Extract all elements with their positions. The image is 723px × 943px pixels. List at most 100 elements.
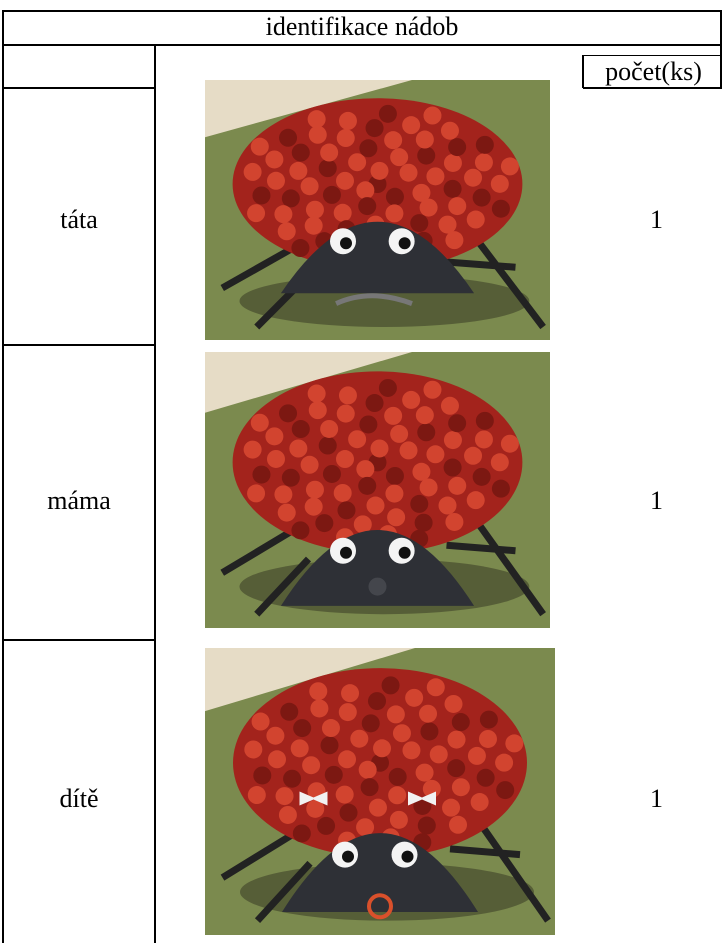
flower [443, 458, 462, 477]
flower [361, 714, 380, 733]
count-header-top [583, 55, 722, 56]
flower [252, 186, 271, 205]
flower [443, 179, 462, 198]
flower [387, 508, 406, 527]
flower [359, 415, 378, 434]
flower [390, 148, 409, 167]
flower [470, 793, 489, 812]
flower [451, 778, 470, 797]
flower [278, 805, 297, 824]
flower [291, 521, 310, 540]
leg [220, 831, 295, 881]
count-header: počet(ks) [605, 57, 702, 86]
flower [309, 682, 328, 701]
flower [447, 730, 466, 749]
flower [335, 785, 354, 804]
photo-illustration [205, 352, 550, 628]
row-label: máma [47, 486, 111, 515]
leg [471, 515, 546, 617]
leg [254, 556, 312, 617]
flower [385, 466, 404, 485]
flower [386, 705, 405, 724]
flower [281, 189, 300, 208]
flower [293, 719, 312, 738]
flower [378, 104, 397, 123]
flower [491, 479, 510, 498]
flower [445, 512, 464, 531]
flower [419, 198, 438, 217]
flower [290, 739, 309, 758]
flower [279, 128, 298, 147]
flower [443, 153, 462, 172]
flower [420, 722, 439, 741]
flower [277, 222, 296, 241]
flower [423, 106, 442, 125]
flower [291, 420, 310, 439]
leg [220, 528, 294, 576]
leg [254, 860, 313, 924]
flower [333, 483, 352, 502]
flower [368, 692, 387, 711]
flower [306, 799, 325, 818]
flower [289, 439, 308, 458]
flower [426, 678, 445, 697]
flower [448, 414, 467, 433]
flower [414, 513, 433, 532]
flower [281, 468, 300, 487]
head [280, 221, 475, 294]
pupil [342, 850, 354, 863]
flower [277, 503, 296, 522]
flower [317, 816, 336, 835]
flower [292, 824, 311, 843]
flower [385, 187, 404, 206]
flower [496, 781, 515, 800]
flower [402, 390, 421, 409]
row-label: táta [60, 205, 98, 234]
flower [338, 386, 357, 405]
flower [336, 404, 355, 423]
row-label: dítě [59, 784, 99, 813]
flower [417, 423, 436, 442]
flower [440, 396, 459, 415]
flower [300, 177, 319, 196]
flower [320, 143, 339, 162]
row-line [2, 344, 155, 346]
photo [205, 80, 550, 340]
flower [378, 378, 397, 397]
flower [356, 181, 375, 200]
flower [265, 150, 284, 169]
flower [417, 816, 436, 835]
flower [318, 436, 337, 455]
flower [338, 750, 357, 769]
flower [444, 694, 463, 713]
flower [448, 476, 467, 495]
flower [335, 171, 354, 190]
flower [310, 699, 329, 718]
flower [308, 125, 327, 144]
bow [408, 791, 436, 806]
flower [307, 110, 326, 129]
flower [475, 135, 494, 154]
head [282, 833, 478, 913]
flower [341, 684, 360, 703]
flower [335, 450, 354, 469]
flower [451, 713, 470, 732]
flower [266, 171, 285, 190]
leg [475, 818, 551, 923]
flower [253, 766, 272, 785]
flower [438, 496, 457, 515]
flower [308, 401, 327, 420]
flower [464, 168, 483, 187]
flower [320, 736, 339, 755]
leg [446, 541, 516, 555]
flower [429, 745, 448, 764]
flower [360, 778, 379, 797]
flower [442, 798, 461, 817]
flower [274, 485, 293, 504]
flower [445, 231, 464, 250]
flower [388, 767, 407, 786]
flower [491, 199, 510, 218]
flower [466, 210, 485, 229]
flower [423, 380, 442, 399]
flower [315, 514, 334, 533]
